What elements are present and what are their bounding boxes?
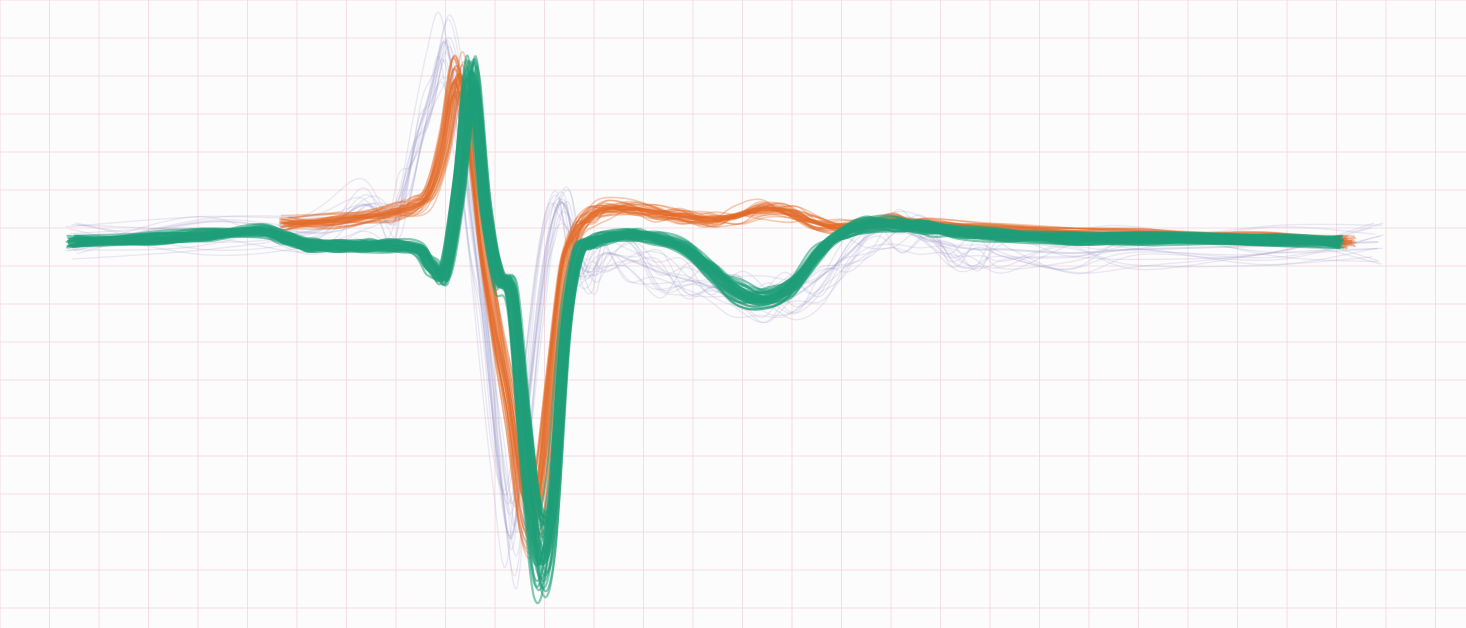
- trace-series-2: [72, 61, 1341, 590]
- series-2: [65, 54, 1345, 605]
- trace-series-2: [66, 59, 1335, 589]
- series-traces: [65, 11, 1384, 605]
- trace-series-0: [76, 46, 1384, 557]
- trace-series-2: [76, 97, 1344, 522]
- trace-series-2: [76, 87, 1345, 534]
- trace-series-2: [73, 58, 1342, 583]
- trace-series-2: [73, 92, 1342, 526]
- trace-series-2: [71, 72, 1340, 563]
- trace-series-1: [280, 55, 1348, 554]
- trace-series-2: [74, 55, 1343, 593]
- trace-series-2: [71, 71, 1340, 556]
- trace-series-2: [71, 87, 1340, 539]
- trace-series-2: [65, 95, 1334, 524]
- trace-series-0: [72, 51, 1379, 551]
- trace-series-0: [65, 56, 1373, 491]
- trace-series-2: [72, 98, 1340, 517]
- trace-series-2: [75, 98, 1344, 514]
- trace-series-2: [76, 80, 1345, 546]
- trace-series-0: [67, 81, 1375, 496]
- trace-series-1: [288, 100, 1356, 479]
- trace-series-0: [70, 76, 1377, 515]
- trace-series-2: [73, 91, 1341, 519]
- trace-series-1: [287, 77, 1355, 511]
- trace-series-2: [66, 68, 1334, 568]
- trace-series-2: [70, 60, 1338, 580]
- mean-line-series-0: [71, 41, 1379, 540]
- trace-series-1: [279, 68, 1347, 533]
- trace-series-0: [76, 37, 1384, 533]
- trace-series-2: [73, 94, 1341, 525]
- trace-series-0: [74, 18, 1382, 577]
- trace-series-2: [74, 78, 1343, 554]
- trace-series-2: [76, 88, 1344, 527]
- trace-series-2: [73, 98, 1342, 526]
- trace-series-0: [71, 38, 1379, 537]
- trace-series-0: [74, 39, 1381, 527]
- trace-series-2: [66, 54, 1335, 605]
- trace-series-0: [72, 59, 1380, 504]
- trace-series-0: [76, 14, 1384, 590]
- trace-series-0: [68, 58, 1376, 505]
- mean-line-series-2: [67, 70, 1342, 566]
- trace-series-2: [69, 93, 1338, 536]
- trace-series-2: [70, 93, 1338, 527]
- trace-series-2: [75, 82, 1344, 538]
- series-0: [65, 11, 1384, 590]
- trace-series-2: [74, 58, 1343, 599]
- series-1: [278, 51, 1357, 560]
- trace-series-2: [68, 95, 1336, 531]
- trace-series-2: [76, 65, 1344, 574]
- trace-series-2: [68, 59, 1336, 592]
- trace-series-2: [66, 65, 1335, 583]
- trace-series-2: [67, 77, 1335, 550]
- trace-series-2: [73, 61, 1342, 577]
